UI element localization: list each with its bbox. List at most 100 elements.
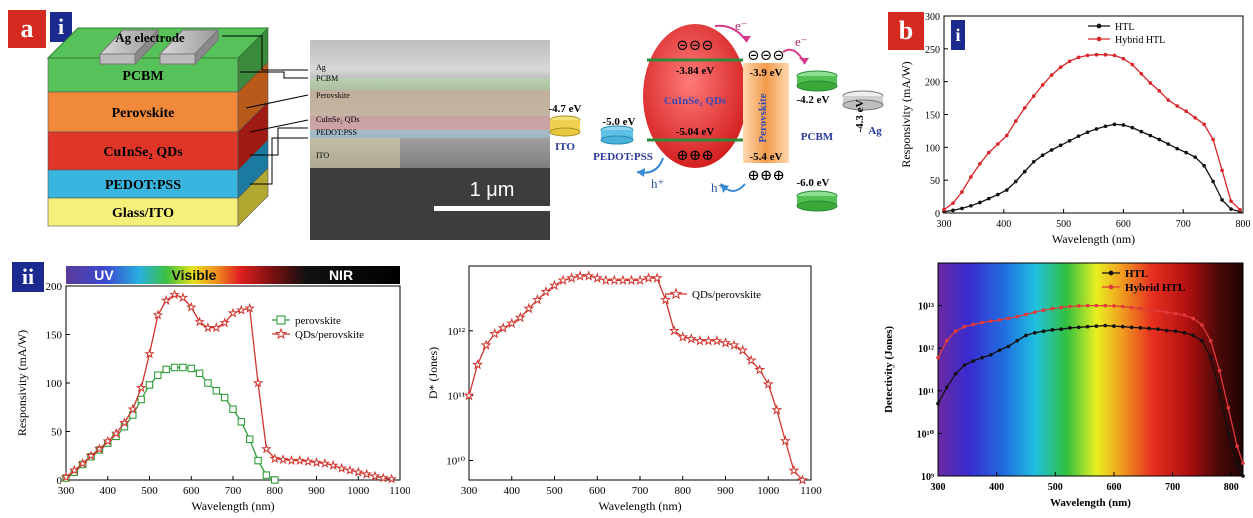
data-point xyxy=(944,385,949,390)
pcbm-top-energy: -4.2 eV xyxy=(797,94,830,106)
data-point xyxy=(269,453,281,464)
sem-scale-label: 1 μm xyxy=(470,179,515,201)
plot-frame xyxy=(937,262,1244,477)
spectrum-nir-label: NIR xyxy=(329,267,353,283)
pedot-energy: -5.0 eV xyxy=(603,116,636,128)
data-point xyxy=(369,470,381,481)
y-tick-label: 100 xyxy=(46,378,63,390)
y-tick-label: 10⁹ xyxy=(921,472,934,483)
sem-label-ag: Ag xyxy=(316,63,326,72)
data-point xyxy=(1068,304,1072,309)
data-point xyxy=(591,272,603,283)
y-tick-label: 150 xyxy=(46,330,63,342)
data-point xyxy=(1121,123,1126,127)
data-point xyxy=(219,317,230,328)
data-point xyxy=(1164,310,1169,315)
series-line xyxy=(943,54,1241,211)
data-point xyxy=(1076,304,1081,308)
data-point xyxy=(185,301,197,312)
data-point xyxy=(694,334,706,346)
data-point xyxy=(1166,98,1171,102)
legend-marker xyxy=(274,327,288,340)
x-tick-label: 600 xyxy=(1106,482,1121,493)
y-tick-label: 10¹¹ xyxy=(447,391,465,403)
data-point xyxy=(137,395,145,404)
data-point xyxy=(262,471,271,479)
data-point xyxy=(668,325,680,336)
data-point xyxy=(1103,124,1108,129)
legend-label: HTL xyxy=(1115,22,1134,33)
data-point xyxy=(1013,179,1018,184)
data-point xyxy=(1094,303,1099,308)
data-point xyxy=(1085,53,1090,58)
hole-label-2: h⁺ xyxy=(711,180,724,195)
data-point xyxy=(1217,388,1222,393)
y-tick-label: 250 xyxy=(925,45,940,56)
pero-top-energy: -3.9 eV xyxy=(750,67,783,79)
x-tick-label: 500 xyxy=(1056,219,1071,230)
data-point xyxy=(177,292,189,303)
data-point xyxy=(170,363,179,372)
data-point xyxy=(583,270,595,281)
x-tick-label: 700 xyxy=(1165,482,1180,493)
x-tick-label: 300 xyxy=(461,485,478,497)
data-point xyxy=(980,355,984,360)
data-point xyxy=(737,344,749,356)
panel-a-ii-badge: ii xyxy=(12,262,44,292)
x-axis-label: Wavelength (nm) xyxy=(1052,232,1135,246)
data-point xyxy=(762,378,774,389)
data-point xyxy=(235,304,247,315)
data-point xyxy=(745,354,757,366)
stack-layer-label: Perovskite xyxy=(112,106,175,121)
panel-b-badge: b xyxy=(888,12,924,50)
data-point xyxy=(754,364,766,375)
ito-name: ITO xyxy=(555,141,575,153)
data-point xyxy=(1112,324,1116,328)
x-axis-label: Wavelength (nm) xyxy=(191,499,274,513)
data-point xyxy=(1235,461,1239,465)
data-point xyxy=(319,457,331,468)
data-point xyxy=(1241,461,1245,465)
data-point xyxy=(978,161,982,166)
data-point xyxy=(179,363,187,372)
data-point xyxy=(1004,188,1009,192)
data-point xyxy=(1148,133,1153,138)
data-point xyxy=(336,462,347,473)
data-point xyxy=(1120,324,1125,329)
data-point xyxy=(728,339,740,350)
data-point xyxy=(969,175,973,179)
y-tick-label: 200 xyxy=(925,78,940,89)
data-point xyxy=(1226,405,1231,410)
panel-a-i-badge: i xyxy=(50,12,72,42)
data-point xyxy=(1184,109,1189,114)
x-tick-label: 500 xyxy=(1048,482,1063,493)
y-tick-label: 300 xyxy=(925,12,940,23)
x-tick-label: 400 xyxy=(100,485,117,497)
data-point xyxy=(1015,314,1020,319)
data-point xyxy=(1032,330,1037,335)
data-point xyxy=(988,319,993,324)
y-axis-label: Detectivity (Jones) xyxy=(883,326,895,413)
data-point xyxy=(566,272,578,283)
legend-label: QDs/perovskite xyxy=(692,289,761,301)
data-point xyxy=(1229,207,1233,211)
data-point xyxy=(277,454,289,465)
data-point xyxy=(244,302,255,313)
data-point xyxy=(1059,305,1063,310)
data-point xyxy=(1148,81,1153,85)
y-tick-label: 50 xyxy=(51,427,63,439)
data-point xyxy=(302,456,314,467)
data-point xyxy=(195,369,204,378)
data-point xyxy=(1041,308,1046,313)
data-point xyxy=(971,322,976,327)
ag-name: Ag xyxy=(868,125,882,137)
data-point xyxy=(212,387,221,395)
data-point xyxy=(1211,179,1215,184)
data-point xyxy=(1031,159,1036,164)
data-point xyxy=(1200,323,1204,327)
legend-label: QDs/perovskite xyxy=(295,329,364,341)
data-point xyxy=(969,203,973,208)
data-point xyxy=(1173,329,1178,334)
data-point xyxy=(1211,137,1215,142)
data-point xyxy=(194,316,205,327)
